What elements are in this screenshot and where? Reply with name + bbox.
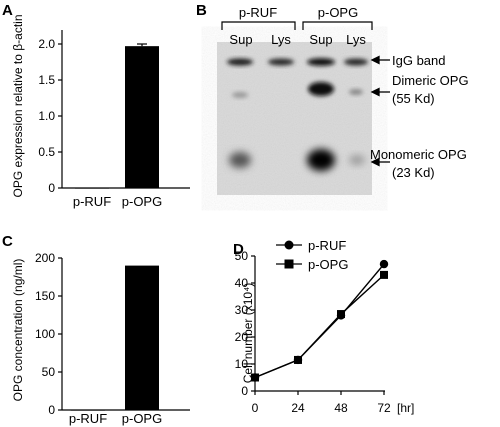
chart-d-xtick-label: 48: [334, 401, 348, 415]
chart-d-point-p-opg: [251, 373, 259, 382]
chart-d-ytick-label: 30: [235, 303, 249, 317]
chart-d-series-line-p-opg: [254, 274, 385, 379]
chart-a-category-p-ruf: p-RUF: [73, 194, 111, 209]
chart-d-ytick-label: 0: [241, 384, 248, 398]
group-label-bg-p-ruf: [230, 4, 286, 21]
chart-d-xtick-label: 0: [252, 401, 259, 415]
panel-label-a: A: [2, 2, 13, 19]
group-label-p-ruf: p-RUF: [239, 5, 277, 20]
chart-d-ytick-label: 10: [235, 357, 249, 371]
band-dimeric-lane1: [232, 92, 248, 98]
panel-label-b: B: [196, 2, 207, 19]
chart-c-ytick-label: 100: [35, 327, 55, 341]
chart-c-bar-p-opg: [125, 265, 159, 410]
annotation-monomeric: Monomeric OPG: [370, 147, 467, 162]
chart-a-ylabel: OPG expression relative to β-actin: [11, 15, 25, 198]
chart-a: OPG expression relative to β-actin 0 0.5 1…: [11, 15, 190, 209]
chart-d-ytick-label: 50: [235, 249, 249, 263]
group-label-bg-p-opg: [311, 4, 367, 21]
chart-d-point-p-opg: [337, 310, 345, 319]
western-blot: p-RUF p-OPG Sup Lys Sup Lys IgG band Dim…: [217, 4, 469, 195]
chart-c-ytick-label: 50: [42, 365, 56, 379]
annotation-dimeric: Dimeric OPG: [392, 73, 469, 88]
arrow-head-igg: [370, 55, 380, 65]
annotation-dimeric-kd: (55 Kd): [392, 91, 435, 106]
annotation-igg: IgG band: [392, 53, 446, 68]
chart-a-category-p-opg: p-OPG: [122, 194, 162, 209]
chart-c-ytick-label: 200: [35, 251, 55, 265]
chart-d: Cell number (x10⁴) 0 10 20 30 40 50 0 24 48 72 […: [235, 238, 415, 415]
band-igg-lane4: [344, 58, 368, 66]
chart-d-series-line-p-ruf: [254, 263, 385, 379]
legend-label-p-opg: p-OPG: [308, 257, 348, 272]
legend-marker-p-opg: [284, 259, 294, 269]
chart-d-point-p-ruf: [379, 259, 389, 269]
panel-label-c: C: [2, 233, 13, 250]
chart-d-ytick-label: 20: [235, 330, 249, 344]
chart-a-ytick-label: 0: [48, 181, 55, 195]
chart-d-legend: p-RUF p-OPG: [276, 238, 348, 272]
chart-c: OPG concentration (ng/ml) 0 50 100 150 200 p…: [11, 251, 190, 426]
chart-a-bar-p-opg: [125, 46, 159, 188]
chart-d-xtick-label: 72: [377, 401, 391, 415]
bracket-p-ruf: [221, 21, 296, 30]
chart-a-ytick-label: 1.0: [38, 109, 55, 123]
chart-d-ylabel: Cell number (x10⁴): [241, 283, 255, 384]
chart-a-ytick-label: 1.5: [38, 73, 55, 87]
band-dimeric-lane4: [349, 89, 363, 95]
chart-a-ytick-label: 2.0: [38, 37, 55, 51]
bracket-p-opg: [302, 21, 373, 30]
band-monomeric-lane3: [307, 149, 335, 171]
chart-c-category-p-opg: p-OPG: [122, 411, 162, 426]
band-dimeric-lane3: [308, 82, 334, 96]
lane-label-4: Lys: [346, 32, 366, 47]
legend-label-p-ruf: p-RUF: [308, 238, 346, 253]
band-igg-lane3: [307, 58, 335, 66]
lane-label-3: Sup: [309, 32, 332, 47]
chart-a-ytick-label: 0.5: [38, 145, 55, 159]
group-label-p-opg: p-OPG: [318, 5, 358, 20]
lane-label-2: Lys: [271, 32, 291, 47]
lane-label-1: Sup: [229, 32, 252, 47]
chart-d-xtick-label: 24: [291, 401, 305, 415]
band-monomeric-lane4: [349, 155, 365, 165]
annotation-monomeric-kd: (23 Kd): [392, 165, 435, 180]
band-monomeric-lane1: [229, 152, 251, 168]
chart-d-point-p-opg: [294, 355, 302, 364]
arrow-head-dimeric: [370, 87, 380, 97]
panel-label-d: D: [233, 241, 244, 258]
chart-c-ylabel: OPG concentration (ng/ml): [11, 259, 25, 402]
blot-noise: [217, 42, 372, 195]
chart-c-ytick-label: 150: [35, 289, 55, 303]
band-igg-lane1: [227, 58, 253, 66]
arrow-head-monomeric: [370, 157, 380, 167]
chart-d-point-p-opg: [380, 270, 388, 279]
legend-marker-p-ruf: [284, 240, 294, 250]
chart-c-category-p-ruf: p-RUF: [69, 411, 107, 426]
band-igg-lane2: [268, 58, 294, 66]
chart-d-ytick-label: 40: [235, 276, 249, 290]
chart-d-x-unit: [hr]: [397, 401, 414, 415]
chart-c-ytick-label: 0: [48, 403, 55, 417]
